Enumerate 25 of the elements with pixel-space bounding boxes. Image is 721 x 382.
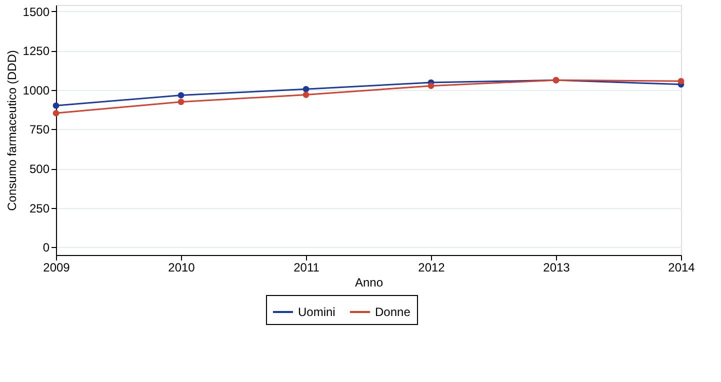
x-tick-label: 2011 xyxy=(294,260,320,274)
point xyxy=(678,78,684,84)
y-tick-label: 0 xyxy=(42,240,50,255)
x-tick-label: 2012 xyxy=(418,260,446,274)
point xyxy=(178,92,184,98)
y-tick-label: 250 xyxy=(29,201,50,216)
y-tick-label: 1250 xyxy=(22,44,50,58)
x-tick-label: 2009 xyxy=(43,260,70,274)
y-axis-title: Consumo farmaceutico (DDD) xyxy=(4,50,19,211)
legend-label: Donne xyxy=(375,305,411,319)
y-tick-label: 500 xyxy=(29,162,50,176)
point xyxy=(52,102,60,109)
point xyxy=(178,98,184,106)
x-tick-label: 2014 xyxy=(668,260,696,274)
legend-label: Uomini xyxy=(298,305,336,319)
y-tick-label: 1000 xyxy=(22,83,50,98)
x-tick-label: 2013 xyxy=(543,260,570,274)
x-axis-title: Anno xyxy=(354,276,384,290)
point xyxy=(52,110,60,116)
point xyxy=(302,92,310,98)
point xyxy=(302,86,310,92)
y-tick-label: 1500 xyxy=(22,4,50,19)
point xyxy=(428,82,434,89)
y-tick-label: 750 xyxy=(29,122,50,137)
x-tick-label: 2010 xyxy=(168,260,196,274)
